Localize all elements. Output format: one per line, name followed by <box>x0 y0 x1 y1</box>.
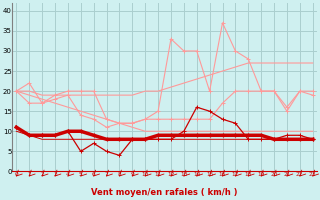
X-axis label: Vent moyen/en rafales ( km/h ): Vent moyen/en rafales ( km/h ) <box>91 188 238 197</box>
